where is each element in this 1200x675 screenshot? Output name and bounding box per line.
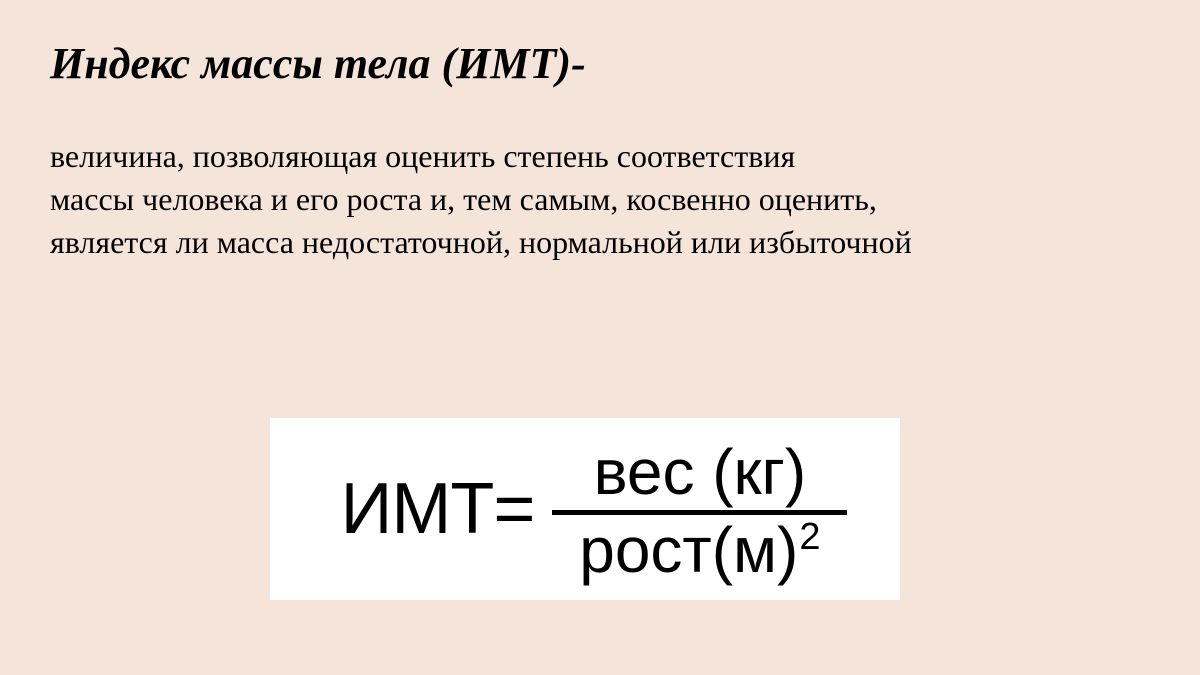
definition-line-2: массы человека и его роста и, тем самым,… — [50, 181, 877, 217]
formula-denominator: рост(м)2 — [579, 515, 820, 585]
formula-left-side: ИМТ= — [323, 473, 535, 545]
formula-box: ИМТ= вес (кг) рост(м)2 — [270, 418, 900, 600]
definition-line-3: является ли масса недостаточной, нормаль… — [50, 224, 912, 260]
slide-title: Индекс массы тела (ИМТ)- — [50, 38, 1150, 91]
slide-container: Индекс массы тела (ИМТ)- величина, позво… — [0, 0, 1200, 264]
formula-numerator: вес (кг) — [594, 437, 807, 509]
formula-fraction: вес (кг) рост(м)2 — [552, 437, 847, 585]
definition-line-1: величина, позволяющая оценить степень со… — [50, 138, 795, 174]
denominator-base: рост(м) — [579, 514, 798, 586]
definition-paragraph: величина, позволяющая оценить степень со… — [50, 135, 1150, 265]
denominator-exponent: 2 — [799, 516, 820, 558]
